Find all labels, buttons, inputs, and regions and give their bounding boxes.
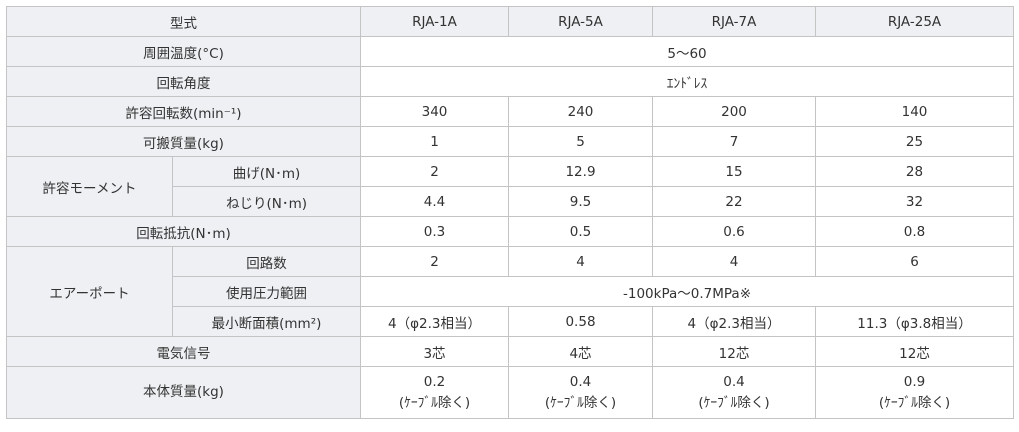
value-cell: 4（φ2.3相当） <box>652 306 816 337</box>
value-cell: 0.5 <box>508 216 653 247</box>
table-body: 型式 RJA-1A RJA-5A RJA-7A RJA-25A 周囲温度(°C) 5〜60 回… <box>6 6 1014 419</box>
value-cell: 4（φ2.3相当） <box>360 306 509 337</box>
value-line: (ｹｰﾌﾞﾙ除く) <box>544 394 617 411</box>
sub-label: 回路数 <box>172 246 361 277</box>
sub-label: 使用圧力範囲 <box>172 276 361 307</box>
value-line: 0.4 <box>723 373 745 390</box>
value-line: 0.4 <box>569 373 592 390</box>
value-cell: 200 <box>652 96 816 127</box>
value-cell: 7 <box>652 126 816 157</box>
table-row: 許容回転数(min⁻¹) 340 240 200 140 <box>6 96 1014 127</box>
value-cell: 6 <box>815 246 1014 277</box>
value-cell: 1 <box>360 126 509 157</box>
value-cell: 15 <box>652 156 816 187</box>
value-cell: 4.4 <box>360 186 509 217</box>
row-label: 回転抵抗(N･m) <box>6 216 361 247</box>
table-row: 回転角度 ｴﾝﾄﾞﾚｽ <box>6 66 1014 97</box>
value-cell: 22 <box>652 186 816 217</box>
table-row: 周囲温度(°C) 5〜60 <box>6 36 1014 67</box>
value-cell: 28 <box>815 156 1014 187</box>
model-name: RJA-7A <box>652 6 816 37</box>
value-cell: 25 <box>815 126 1014 157</box>
value-line: 0.2 <box>423 373 446 390</box>
value-cell: 12.9 <box>508 156 653 187</box>
value-cell: 0.4 (ｹｰﾌﾞﾙ除く) <box>508 366 653 419</box>
sub-label: ねじり(N･m) <box>172 186 361 217</box>
value-cell: 0.6 <box>652 216 816 247</box>
value-cell: 0.2 (ｹｰﾌﾞﾙ除く) <box>360 366 509 419</box>
row-label: 電気信号 <box>6 336 361 367</box>
sub-label: 曲げ(N･m) <box>172 156 361 187</box>
value-cell: 0.58 <box>508 306 653 337</box>
value-line: (ｹｰﾌﾞﾙ除く) <box>878 394 951 411</box>
table-row: 回転抵抗(N･m) 0.3 0.5 0.6 0.8 <box>6 216 1014 247</box>
group-label: エアーポート <box>6 246 173 337</box>
row-label: 回転角度 <box>6 66 361 97</box>
value-cell: 0.9 (ｹｰﾌﾞﾙ除く) <box>815 366 1014 419</box>
row-label: 許容回転数(min⁻¹) <box>6 96 361 127</box>
value-cell: 4芯 <box>508 336 653 367</box>
value-cell: 5〜60 <box>360 36 1014 67</box>
value-cell: 2 <box>360 156 509 187</box>
value-cell: 0.8 <box>815 216 1014 247</box>
model-name: RJA-5A <box>508 6 653 37</box>
table-row: 可搬質量(kg) 1 5 7 25 <box>6 126 1014 157</box>
value-cell: -100kPa〜0.7MPa※ <box>360 276 1014 307</box>
row-label: 周囲温度(°C) <box>6 36 361 67</box>
value-cell: 4 <box>652 246 816 277</box>
value-cell: 0.3 <box>360 216 509 247</box>
table-row: 本体質量(kg) 0.2 (ｹｰﾌﾞﾙ除く) 0.4 (ｹｰﾌﾞﾙ除く) 0.4 (ｹｰﾌﾞ… <box>6 366 1014 419</box>
sub-label: 最小断面積(mm²) <box>172 306 361 337</box>
value-cell: 240 <box>508 96 653 127</box>
value-cell: 12芯 <box>815 336 1014 367</box>
value-cell: 0.4 (ｹｰﾌﾞﾙ除く) <box>652 366 816 419</box>
table-row: エアーポート 回路数 2 4 4 6 <box>6 246 1014 337</box>
value-cell: 32 <box>815 186 1014 217</box>
value-line: 0.9 <box>903 373 926 390</box>
value-cell: 12芯 <box>652 336 816 367</box>
header-label: 型式 <box>6 6 361 37</box>
spec-table: 型式 RJA-1A RJA-5A RJA-7A RJA-25A 周囲温度(°C) 5〜60 回… <box>6 6 1014 419</box>
value-cell: 140 <box>815 96 1014 127</box>
value-cell: 340 <box>360 96 509 127</box>
row-label: 本体質量(kg) <box>6 366 361 419</box>
value-line: (ｹｰﾌﾞﾙ除く) <box>398 394 471 411</box>
value-cell: ｴﾝﾄﾞﾚｽ <box>360 66 1014 97</box>
value-line: (ｹｰﾌﾞﾙ除く) <box>698 394 770 411</box>
table-row: 許容モーメント 曲げ(N･m) 2 12.9 15 28 <box>6 156 1014 217</box>
table-row: 使用圧力範囲 -100kPa〜0.7MPa※ <box>7 276 1014 307</box>
value-cell: 11.3（φ3.8相当） <box>815 306 1014 337</box>
table-row: 最小断面積(mm²) 4（φ2.3相当） 0.58 4（φ2.3相当） 11.3（φ3.… <box>7 306 1014 337</box>
value-cell: 4 <box>508 246 653 277</box>
table-row: 電気信号 3芯 4芯 12芯 12芯 <box>6 336 1014 367</box>
group-label: 許容モーメント <box>6 156 173 217</box>
header-row: 型式 RJA-1A RJA-5A RJA-7A RJA-25A <box>6 6 1014 37</box>
table-row: ねじり(N･m) 4.4 9.5 22 32 <box>7 186 1014 217</box>
value-cell: 2 <box>360 246 509 277</box>
value-cell: 5 <box>508 126 653 157</box>
value-cell: 9.5 <box>508 186 653 217</box>
row-label: 可搬質量(kg) <box>6 126 361 157</box>
value-cell: 3芯 <box>360 336 509 367</box>
model-name: RJA-1A <box>360 6 509 37</box>
model-name: RJA-25A <box>815 6 1014 37</box>
